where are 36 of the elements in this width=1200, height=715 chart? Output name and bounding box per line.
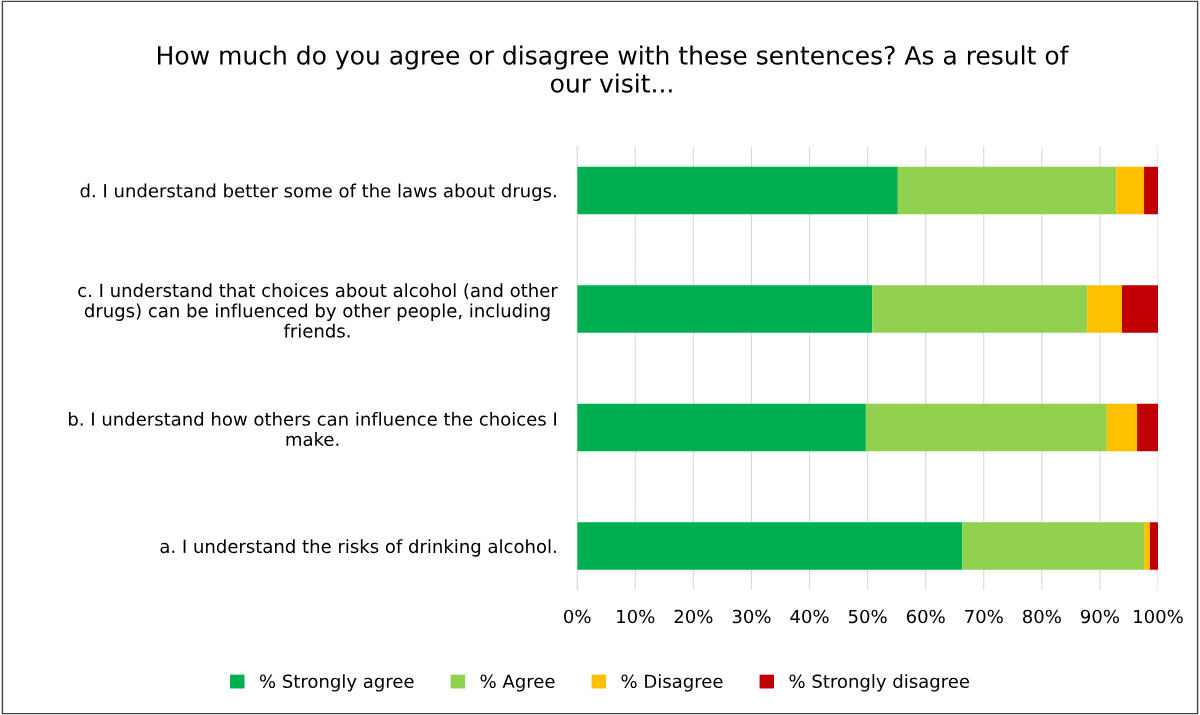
y-tick-label: c. I understand that choices about alcohol (and other drugs) can be influenced by other people, including friends.	[78, 283, 558, 338]
x-tick-label: 100%	[1134, 609, 1183, 624]
x-tick-label: 30%	[732, 609, 771, 624]
bar	[962, 522, 1145, 570]
x-tick-label: 0%	[564, 609, 591, 624]
y-tick-label: a. I understand the risks of drinking alcohol.	[160, 539, 556, 557]
legend-label: % Agree	[480, 674, 555, 692]
x-tick-label: 70%	[965, 609, 1003, 624]
x-tick-label: 40%	[790, 609, 829, 624]
y-tick-label: d. I understand better some of the laws about drugs.	[80, 183, 556, 202]
bar	[1087, 285, 1122, 333]
y-tick-label: b. I understand how others can influence the choices I make.	[68, 411, 556, 447]
legend-label: % Disagree	[621, 674, 723, 692]
x-tick-label: 10%	[617, 609, 655, 624]
bar	[577, 285, 873, 333]
bar	[577, 522, 963, 570]
chart-title: How much do you agree or disagree with these sentences? As a result of our visit...	[158, 45, 1069, 93]
bar	[897, 166, 1117, 215]
x-tick-label: 20%	[674, 609, 713, 624]
bar	[872, 285, 1088, 333]
bar	[1144, 522, 1150, 570]
bar	[577, 166, 898, 215]
bar	[865, 403, 1107, 452]
x-tick-label: 60%	[906, 609, 945, 624]
legend-label: % Strongly disagree	[789, 674, 969, 692]
bar	[1116, 166, 1145, 215]
bar	[1144, 166, 1158, 215]
bar	[1149, 522, 1158, 570]
bar	[1137, 403, 1158, 452]
x-tick-label: 80%	[1023, 609, 1061, 624]
x-tick-label: 90%	[1080, 609, 1119, 624]
x-tick-label: 50%	[848, 609, 887, 624]
bar	[577, 403, 866, 452]
legend-label: % Strongly agree	[259, 674, 414, 692]
bar	[1106, 403, 1138, 452]
bar	[1121, 285, 1158, 333]
